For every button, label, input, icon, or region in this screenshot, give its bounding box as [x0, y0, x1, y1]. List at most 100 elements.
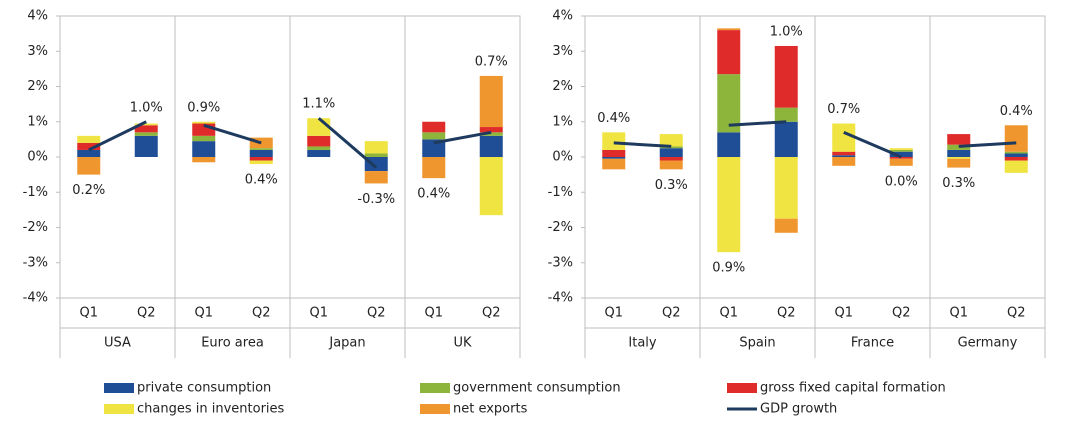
- bar-segment: [77, 135, 101, 143]
- bar-segment: [602, 149, 626, 157]
- bar-segment: [77, 142, 101, 150]
- bar-segment: [659, 134, 683, 147]
- legend-label: gross fixed capital formation: [760, 381, 946, 396]
- group-label: Japan: [328, 336, 365, 351]
- bar-segment: [422, 132, 446, 140]
- gdp-line: [433, 130, 492, 145]
- x-tick-label: Q1: [604, 306, 623, 321]
- y-tick-label: 1%: [27, 114, 48, 129]
- gdp-line: [958, 141, 1017, 148]
- bar-segment: [249, 149, 273, 157]
- x-tick-label: Q2: [662, 306, 681, 321]
- data-label: 0.3%: [942, 176, 975, 191]
- y-tick-label: 3%: [27, 44, 48, 59]
- bar-segment: [832, 123, 856, 152]
- data-label: 0.3%: [655, 178, 688, 193]
- legend-label: government consumption: [453, 381, 621, 396]
- x-tick-label: Q1: [309, 306, 328, 321]
- data-label: 0.4%: [245, 173, 278, 188]
- data-label: 1.0%: [130, 100, 163, 115]
- bar-segment: [832, 157, 856, 166]
- bar-segment: [307, 135, 331, 147]
- bar-segment: [134, 135, 158, 157]
- data-label: 0.0%: [885, 174, 918, 189]
- data-label: 0.4%: [1000, 104, 1033, 119]
- x-tick-label: Q1: [424, 306, 443, 321]
- bar-segment: [1004, 153, 1028, 157]
- bar-segment: [774, 45, 798, 108]
- gdp-line: [203, 123, 262, 145]
- y-tick-label: 0%: [552, 150, 573, 165]
- legend-swatch: [727, 383, 757, 393]
- bar-segment: [947, 158, 971, 168]
- bar-segment: [134, 123, 158, 126]
- bar-segment: [717, 132, 741, 157]
- bar-segment: [364, 153, 388, 157]
- legend-swatch: [104, 404, 134, 414]
- bar-segment: [1004, 157, 1028, 161]
- data-label: 1.0%: [770, 24, 803, 39]
- bar-segment: [1004, 151, 1028, 154]
- x-tick-label: Q1: [834, 306, 853, 321]
- bar-segment: [192, 121, 216, 124]
- x-tick-label: Q2: [892, 306, 911, 321]
- data-label: 0.4%: [417, 187, 450, 202]
- bar-segment: [774, 157, 798, 219]
- bar-segment: [77, 149, 101, 157]
- legend-swatch: [104, 383, 134, 393]
- y-tick-label: -1%: [548, 185, 573, 200]
- bar-segment: [422, 121, 446, 133]
- gdp-line: [88, 120, 147, 152]
- bar-segment: [832, 155, 856, 157]
- bar-segment: [659, 146, 683, 149]
- bar-segment: [1004, 125, 1028, 152]
- gdp-line: [613, 141, 672, 148]
- data-label: 0.9%: [187, 100, 220, 115]
- x-tick-label: Q1: [194, 306, 213, 321]
- bar-segment: [192, 157, 216, 163]
- group-label: Italy: [628, 336, 657, 351]
- data-label: 0.7%: [475, 54, 508, 69]
- bar-segment: [602, 158, 626, 170]
- data-label: 0.4%: [597, 111, 630, 126]
- bar-segment: [422, 157, 446, 179]
- bar-segment: [192, 135, 216, 142]
- x-tick-label: Q2: [777, 306, 796, 321]
- y-tick-label: -4%: [548, 291, 573, 306]
- bar-segment: [479, 75, 503, 128]
- data-label: 0.7%: [827, 102, 860, 117]
- bar-segment: [479, 127, 503, 133]
- y-tick-label: -1%: [23, 185, 48, 200]
- bar-segment: [479, 135, 503, 157]
- bar-segment: [774, 218, 798, 233]
- legend-label: GDP growth: [760, 402, 837, 417]
- bar-segment: [889, 151, 913, 157]
- bar-segment: [659, 148, 683, 157]
- bar-segment: [947, 157, 971, 159]
- bar-segment: [717, 74, 741, 133]
- group-label: Euro area: [201, 336, 264, 351]
- bar-segment: [947, 149, 971, 157]
- bar-segment: [717, 157, 741, 253]
- data-label: -0.3%: [357, 192, 395, 207]
- x-tick-label: Q1: [949, 306, 968, 321]
- legend-label: private consumption: [137, 381, 271, 396]
- bar-segment: [774, 121, 798, 157]
- bar-segment: [774, 107, 798, 122]
- bar-segment: [832, 151, 856, 156]
- y-tick-label: -2%: [548, 220, 573, 235]
- bar-segment: [602, 157, 626, 159]
- y-tick-label: -3%: [548, 255, 573, 270]
- bar-segment: [479, 157, 503, 216]
- bar-segment: [134, 132, 158, 136]
- data-label: 1.1%: [302, 97, 335, 112]
- data-label: 0.2%: [72, 183, 105, 198]
- bar-segment: [364, 157, 388, 172]
- legend-swatch: [420, 404, 450, 414]
- data-label: 0.9%: [712, 261, 745, 276]
- legend-label: net exports: [453, 402, 528, 417]
- y-tick-label: -3%: [23, 255, 48, 270]
- bar-segment: [889, 149, 913, 152]
- bar-segment: [249, 148, 273, 150]
